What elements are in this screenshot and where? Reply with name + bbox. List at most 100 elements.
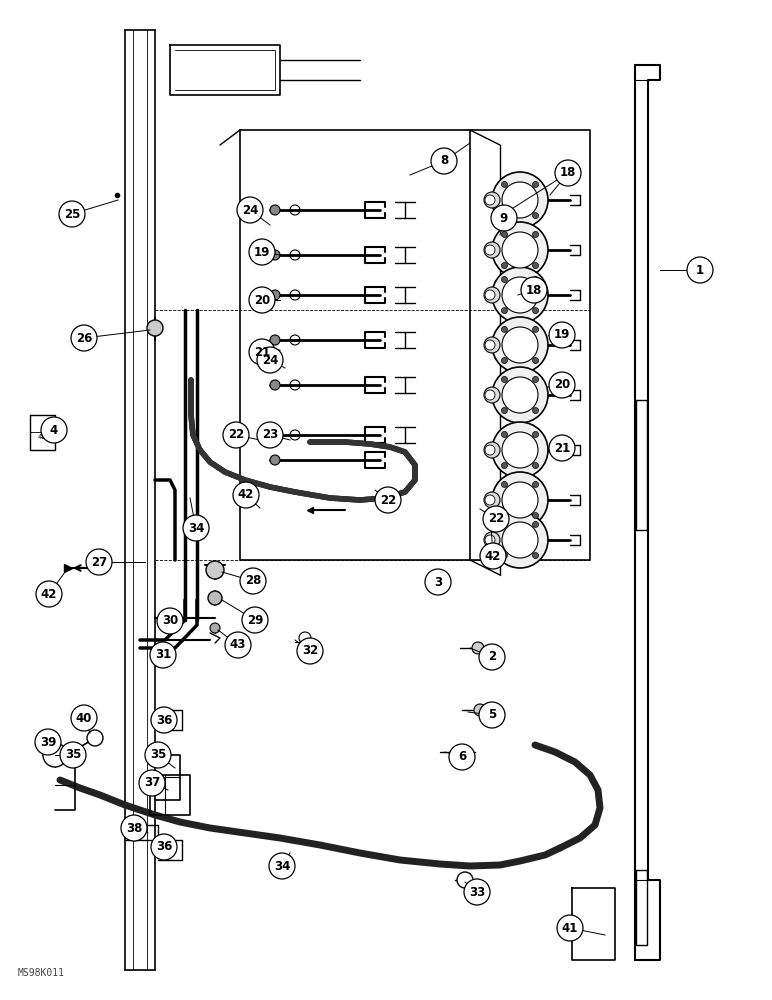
Text: 40: 40 xyxy=(76,712,92,724)
Circle shape xyxy=(249,239,275,265)
Circle shape xyxy=(257,347,283,373)
Circle shape xyxy=(43,743,67,767)
Circle shape xyxy=(151,707,177,733)
Text: 2: 2 xyxy=(488,650,496,664)
Circle shape xyxy=(210,623,220,633)
Circle shape xyxy=(502,231,507,237)
Circle shape xyxy=(502,431,507,437)
Circle shape xyxy=(431,148,457,174)
Circle shape xyxy=(533,513,539,519)
Circle shape xyxy=(147,320,163,336)
Text: MS98K011: MS98K011 xyxy=(18,968,65,978)
Circle shape xyxy=(270,205,280,215)
Circle shape xyxy=(502,263,507,269)
Circle shape xyxy=(557,915,583,941)
Circle shape xyxy=(269,853,295,879)
Circle shape xyxy=(533,521,539,527)
Text: 34: 34 xyxy=(188,522,204,534)
Circle shape xyxy=(502,513,507,519)
Circle shape xyxy=(502,377,538,413)
Circle shape xyxy=(521,277,547,303)
Text: 22: 22 xyxy=(488,512,504,526)
Circle shape xyxy=(150,642,176,668)
Text: 24: 24 xyxy=(242,204,258,217)
Text: 22: 22 xyxy=(228,428,244,442)
Circle shape xyxy=(86,549,112,575)
Circle shape xyxy=(240,568,266,594)
Circle shape xyxy=(449,744,475,770)
Circle shape xyxy=(533,181,539,187)
Text: 38: 38 xyxy=(126,822,142,834)
Circle shape xyxy=(484,337,500,353)
Circle shape xyxy=(485,495,495,505)
Text: 36: 36 xyxy=(156,840,172,854)
Circle shape xyxy=(485,245,495,255)
Circle shape xyxy=(502,326,507,332)
Circle shape xyxy=(270,430,280,440)
Text: 32: 32 xyxy=(302,645,318,658)
Text: 23: 23 xyxy=(262,428,278,442)
Circle shape xyxy=(485,445,495,455)
Circle shape xyxy=(237,197,263,223)
Circle shape xyxy=(71,325,97,351)
Circle shape xyxy=(59,201,85,227)
Text: 1: 1 xyxy=(696,263,704,276)
Circle shape xyxy=(485,195,495,205)
Circle shape xyxy=(533,481,539,487)
Circle shape xyxy=(474,704,486,716)
Text: 18: 18 xyxy=(526,284,542,296)
Circle shape xyxy=(502,521,507,527)
Circle shape xyxy=(249,287,275,313)
Text: 19: 19 xyxy=(254,245,270,258)
Text: 4b: 4b xyxy=(38,434,46,440)
Text: 39: 39 xyxy=(40,736,56,748)
Circle shape xyxy=(223,422,249,448)
Circle shape xyxy=(145,742,171,768)
Text: 42: 42 xyxy=(485,550,501,562)
Circle shape xyxy=(87,730,103,746)
Text: 21: 21 xyxy=(554,442,571,454)
Circle shape xyxy=(502,277,538,313)
Circle shape xyxy=(299,632,311,644)
Circle shape xyxy=(502,481,507,487)
Circle shape xyxy=(270,250,280,260)
Text: 43: 43 xyxy=(230,639,246,652)
Text: 24: 24 xyxy=(262,354,278,366)
Circle shape xyxy=(502,408,507,414)
Circle shape xyxy=(206,561,224,579)
Circle shape xyxy=(533,376,539,382)
Circle shape xyxy=(492,472,548,528)
Circle shape xyxy=(270,290,280,300)
Text: 36: 36 xyxy=(156,714,172,726)
Circle shape xyxy=(533,553,539,559)
Text: 41: 41 xyxy=(562,922,578,934)
Circle shape xyxy=(249,339,275,365)
Circle shape xyxy=(502,463,507,469)
Circle shape xyxy=(502,358,507,364)
Circle shape xyxy=(480,543,506,569)
Circle shape xyxy=(270,455,280,465)
Circle shape xyxy=(139,770,165,796)
Circle shape xyxy=(549,372,575,398)
Text: 8: 8 xyxy=(440,154,448,167)
Circle shape xyxy=(555,160,581,186)
Circle shape xyxy=(492,317,548,373)
Circle shape xyxy=(121,815,147,841)
Text: 20: 20 xyxy=(254,294,270,306)
Circle shape xyxy=(71,705,97,731)
Circle shape xyxy=(502,432,538,468)
Circle shape xyxy=(425,569,451,595)
Circle shape xyxy=(491,205,517,231)
Circle shape xyxy=(484,492,500,508)
Text: 4: 4 xyxy=(50,424,58,436)
Circle shape xyxy=(484,387,500,403)
Circle shape xyxy=(36,581,62,607)
Circle shape xyxy=(233,482,259,508)
Text: 42: 42 xyxy=(41,587,57,600)
Circle shape xyxy=(183,515,209,541)
Text: 35: 35 xyxy=(65,748,81,762)
Circle shape xyxy=(492,267,548,323)
Circle shape xyxy=(483,506,509,532)
Circle shape xyxy=(492,222,548,278)
Text: 31: 31 xyxy=(155,648,171,662)
